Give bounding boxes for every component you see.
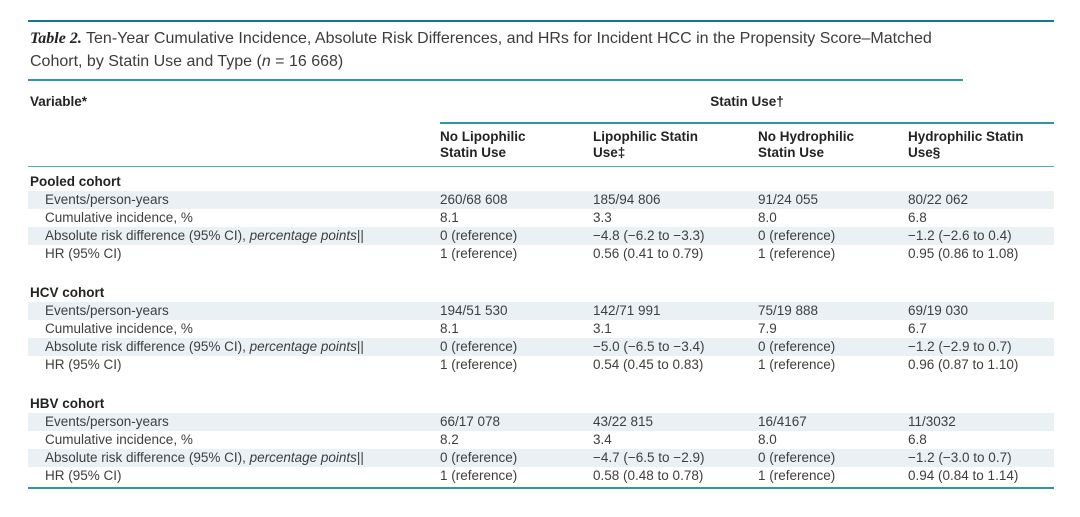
row-label: HR (95% CI) — [45, 468, 122, 483]
cell-value: 8.1 — [440, 321, 459, 336]
section-header-row: HBV cohort — [28, 395, 1054, 413]
cell-value: 91/24 055 — [758, 192, 819, 207]
column-header-no-hydrophilic-statin-use: No Hydrophilic Statin Use — [758, 129, 855, 160]
row-label: Absolute risk difference (95% CI), perce… — [45, 450, 364, 465]
table-card: Table 2. Ten-Year Cumulative Incidence, … — [28, 20, 1054, 489]
title-n-value: = 16 668) — [270, 53, 344, 70]
cell-value: 80/22 062 — [908, 192, 969, 207]
cell-value: 0 (reference) — [758, 339, 836, 354]
cell-value: 1 (reference) — [758, 468, 836, 483]
row-label: Events/person-years — [45, 192, 169, 207]
cell-value: 6.8 — [908, 210, 927, 225]
table-row: Events/person-years 260/68 608 185/94 806 9… — [28, 191, 1054, 209]
cell-value: 260/68 608 — [440, 192, 508, 207]
row-label: Events/person-years — [45, 414, 169, 429]
section-header: HBV cohort — [30, 396, 105, 411]
cell-value: −5.0 (−6.5 to −3.4) — [593, 339, 705, 354]
cell-value: 8.1 — [440, 210, 459, 225]
table-row: HR (95% CI) 1 (reference) 0.58 (0.48 to 0.… — [28, 467, 1054, 485]
table-number: Table 2. — [30, 30, 82, 47]
table-row: Cumulative incidence, % 8.1 3.3 8.0 6.8 — [28, 209, 1054, 227]
table-row: Absolute risk difference (95% CI), perce… — [28, 227, 1054, 245]
cell-value: 8.0 — [758, 210, 777, 225]
cell-value: 0 (reference) — [758, 450, 836, 465]
cell-value: 0.94 (0.84 to 1.14) — [908, 468, 1019, 483]
cell-value: 0 (reference) — [758, 228, 836, 243]
cell-value: −4.7 (−6.5 to −2.9) — [593, 450, 705, 465]
cell-value: 8.0 — [758, 432, 777, 447]
cell-value: 1 (reference) — [440, 468, 518, 483]
cell-value: 142/71 991 — [593, 303, 661, 318]
statin-use-group-label: Statin Use† — [710, 94, 784, 109]
row-label: Events/person-years — [45, 303, 169, 318]
section-header-row: HCV cohort — [28, 284, 1054, 302]
table-row: Cumulative incidence, % 8.2 3.4 8.0 6.8 — [28, 431, 1054, 449]
cell-value: 1 (reference) — [440, 357, 518, 372]
column-header-lipophilic-statin-use: Lipophilic Statin Use‡ — [593, 129, 698, 160]
cell-value: 6.8 — [908, 432, 927, 447]
row-label: Absolute risk difference (95% CI), perce… — [45, 339, 364, 354]
cell-value: 3.4 — [593, 432, 612, 447]
cell-value: −1.2 (−3.0 to 0.7) — [908, 450, 1012, 465]
title-n-variable: n — [261, 53, 271, 70]
column-group-header-statin-use: Statin Use† — [440, 93, 1054, 124]
cell-value: 66/17 078 — [440, 414, 501, 429]
table-row: Cumulative incidence, % 8.1 3.1 7.9 6.7 — [28, 320, 1054, 338]
header-spacer — [28, 129, 440, 160]
table-row: Events/person-years 66/17 078 43/22 815 16/… — [28, 413, 1054, 431]
cohort-section: HBV cohort Events/person-years 66/17 078 43… — [28, 395, 1054, 485]
row-label: Cumulative incidence, % — [45, 210, 193, 225]
cell-value: 8.2 — [440, 432, 459, 447]
table-row: Events/person-years 194/51 530 142/71 991 7… — [28, 302, 1054, 320]
cell-value: 0.58 (0.48 to 0.78) — [593, 468, 704, 483]
cell-value: 69/19 030 — [908, 303, 969, 318]
cohort-section: Pooled cohort Events/person-years 260/68 6… — [28, 173, 1054, 263]
cell-value: 7.9 — [758, 321, 777, 336]
cell-value: 0 (reference) — [440, 339, 518, 354]
cell-value: 11/3032 — [908, 414, 956, 429]
table-row: Absolute risk difference (95% CI), perce… — [28, 338, 1054, 356]
table-title-text: Ten-Year Cumulative Incidence, Absolute … — [30, 30, 932, 70]
cell-value: −1.2 (−2.6 to 0.4) — [908, 228, 1012, 243]
row-label: HR (95% CI) — [45, 357, 122, 372]
row-label: Absolute risk difference (95% CI), perce… — [45, 228, 364, 243]
header-row-columns: No Lipophilic Statin Use Lipophilic Stat… — [28, 124, 1054, 167]
cell-value: 0 (reference) — [440, 228, 518, 243]
table-body: Pooled cohort Events/person-years 260/68 6… — [28, 173, 1054, 487]
column-header-no-lipophilic-statin-use: No Lipophilic Statin Use — [440, 129, 526, 160]
section-header: HCV cohort — [30, 285, 105, 300]
cell-value: 0.96 (0.87 to 1.10) — [908, 357, 1019, 372]
cell-value: 3.3 — [593, 210, 612, 225]
cell-value: 1 (reference) — [758, 246, 836, 261]
cell-value: −4.8 (−6.2 to −3.3) — [593, 228, 705, 243]
section-header-row: Pooled cohort — [28, 173, 1054, 191]
section-header: Pooled cohort — [30, 174, 121, 189]
table-row: HR (95% CI) 1 (reference) 0.54 (0.45 to 0.… — [28, 356, 1054, 374]
cell-value: 43/22 815 — [593, 414, 654, 429]
table-row: Absolute risk difference (95% CI), perce… — [28, 449, 1054, 467]
row-label: Cumulative incidence, % — [45, 321, 193, 336]
cell-value: 75/19 888 — [758, 303, 819, 318]
column-header-variable: Variable* — [30, 94, 88, 109]
cell-value: 3.1 — [593, 321, 612, 336]
header-row-group: Variable* Statin Use† — [28, 93, 1054, 124]
table-caption: Table 2. Ten-Year Cumulative Incidence, … — [28, 22, 963, 81]
cell-value: 0.56 (0.41 to 0.79) — [593, 246, 704, 261]
row-label: HR (95% CI) — [45, 246, 122, 261]
cell-value: 0 (reference) — [440, 450, 518, 465]
cell-value: 1 (reference) — [440, 246, 518, 261]
cell-value: −1.2 (−2.9 to 0.7) — [908, 339, 1012, 354]
cell-value: 6.7 — [908, 321, 927, 336]
cell-value: 194/51 530 — [440, 303, 508, 318]
row-label: Cumulative incidence, % — [45, 432, 193, 447]
table-row: HR (95% CI) 1 (reference) 0.56 (0.41 to 0.… — [28, 245, 1054, 263]
cell-value: 0.54 (0.45 to 0.83) — [593, 357, 704, 372]
cohort-section: HCV cohort Events/person-years 194/51 530 1… — [28, 284, 1054, 374]
cell-value: 0.95 (0.86 to 1.08) — [908, 246, 1019, 261]
cell-value: 1 (reference) — [758, 357, 836, 372]
cell-value: 16/4167 — [758, 414, 807, 429]
cell-value: 185/94 806 — [593, 192, 661, 207]
column-header-hydrophilic-statin-use: Hydrophilic Statin Use§ — [908, 129, 1024, 160]
